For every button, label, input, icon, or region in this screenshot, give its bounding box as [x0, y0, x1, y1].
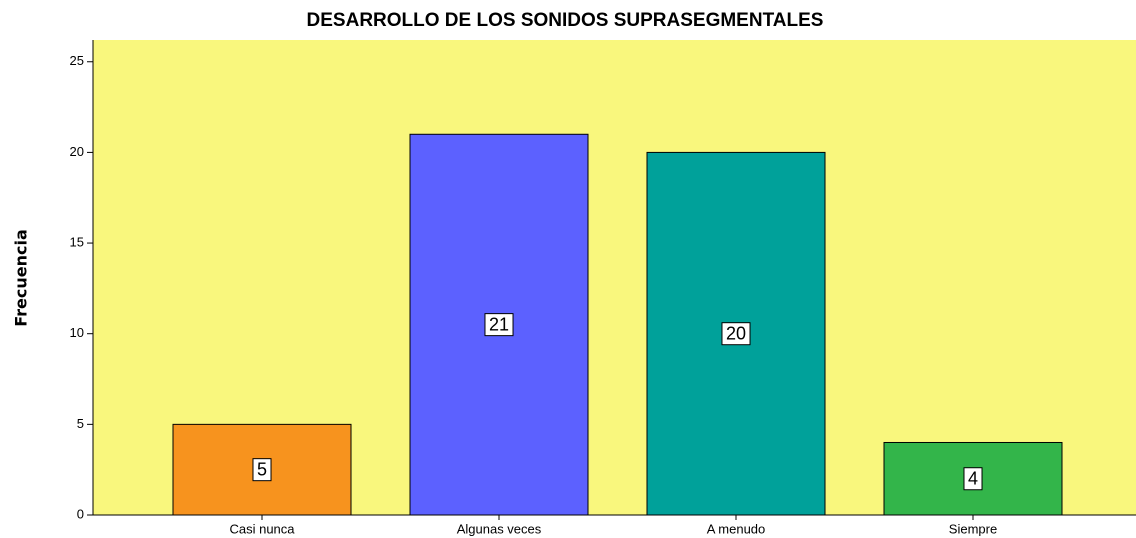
y-tick-label: 10: [70, 325, 84, 340]
data-label: 20: [726, 323, 746, 343]
y-tick-label: 20: [70, 144, 84, 159]
data-label-box: [963, 467, 983, 491]
y-tick-label: 0: [77, 506, 84, 521]
data-label: 4: [968, 468, 978, 488]
x-tick-label: Algunas veces: [457, 521, 542, 536]
y-axis-label: Frecuencia: [12, 229, 31, 327]
y-tick-label: 15: [70, 234, 84, 249]
x-tick-label: Siempre: [949, 521, 997, 536]
data-label-box: [484, 313, 514, 337]
y-tick-label: 25: [70, 53, 84, 68]
x-tick-label: A menudo: [707, 521, 766, 536]
x-tick-label: Casi nunca: [229, 521, 295, 536]
data-label-box: [721, 322, 751, 346]
y-tick-label: 5: [77, 416, 84, 431]
data-label: 21: [489, 314, 509, 334]
data-label-box: [252, 458, 272, 482]
chart-title: DESARROLLO DE LOS SONIDOS SUPRASEGMENTAL…: [307, 10, 824, 31]
data-label: 5: [257, 459, 267, 479]
